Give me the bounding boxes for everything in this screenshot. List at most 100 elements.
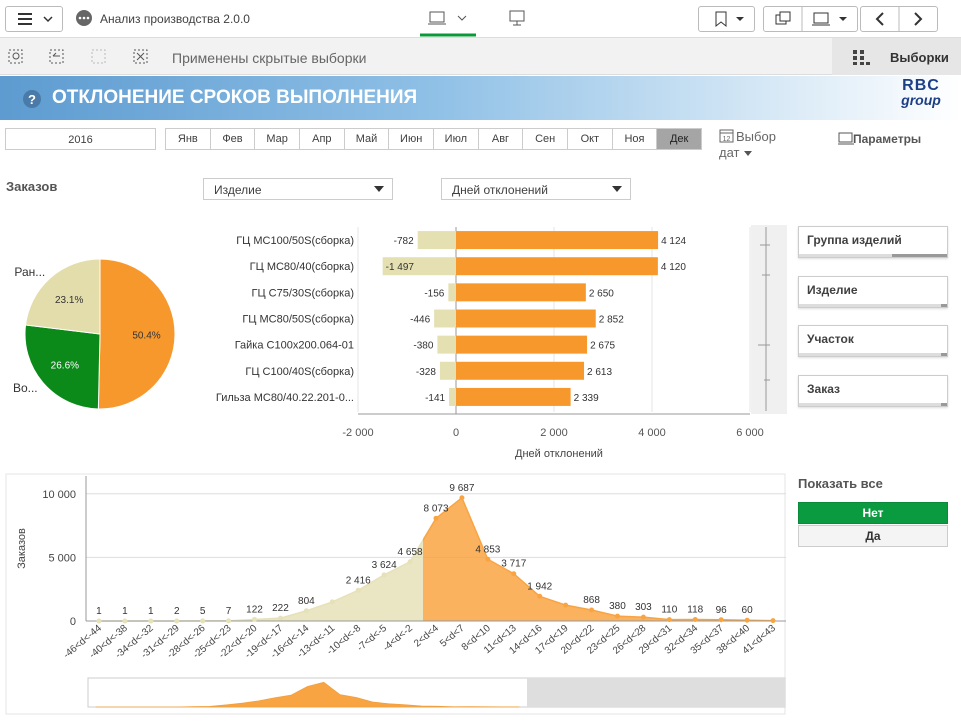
point bbox=[122, 618, 128, 624]
bookmark-icon bbox=[715, 11, 744, 28]
svg-text:12: 12 bbox=[723, 136, 731, 143]
app-title: Анализ производства 2.0.0 bbox=[100, 12, 250, 26]
month-button[interactable]: Май bbox=[343, 128, 390, 150]
chart-frame bbox=[5, 473, 786, 715]
header-title: ОТКЛОНЕНИЕ СРОКОВ ВЫПОЛНЕНИЯ bbox=[52, 87, 418, 108]
filter-scroll-thumb bbox=[941, 402, 947, 406]
point bbox=[485, 556, 491, 562]
bar bbox=[456, 335, 588, 354]
area-fill bbox=[98, 497, 774, 621]
bar-chart: -2 000 0 2 000 4 000 6 000 Дней отклонений ГЦ … bbox=[216, 225, 787, 460]
filter-box[interactable]: Изделие bbox=[798, 275, 948, 308]
show-all-title: Показать все bbox=[798, 476, 883, 491]
value-label: 8 073 bbox=[423, 503, 448, 514]
toggle-button[interactable]: Нет bbox=[798, 502, 948, 524]
x-tick-label: 0 bbox=[453, 427, 459, 439]
month-bar: Янв Фев Мар Апр Май Июн Июл Авг Сен Окт Ноя Дек bbox=[165, 128, 702, 150]
year-box[interactable]: 2016 bbox=[5, 128, 156, 150]
month-button[interactable]: Фев bbox=[209, 128, 256, 150]
value-label: 4 120 bbox=[661, 262, 686, 273]
nav-icons bbox=[875, 7, 923, 31]
parameters-button[interactable]: Параметры bbox=[853, 132, 922, 146]
month-button[interactable]: Окт bbox=[567, 128, 613, 150]
bookmark-button[interactable] bbox=[698, 6, 755, 32]
pie-slice bbox=[24, 258, 101, 335]
month-button[interactable]: Ноя bbox=[611, 128, 658, 150]
point bbox=[303, 608, 309, 614]
filter-box[interactable]: Группа изделий bbox=[798, 226, 948, 258]
value-label: -446 bbox=[410, 315, 430, 326]
bar bbox=[456, 309, 596, 328]
bar bbox=[456, 283, 586, 302]
svg-text:?: ? bbox=[28, 92, 36, 107]
scrollbar bbox=[751, 225, 787, 414]
help-icon[interactable]: ? bbox=[22, 89, 42, 109]
y-tick-label: Гильза МС80/40.22.201-0... bbox=[216, 392, 354, 404]
value-label: 2 339 bbox=[574, 393, 599, 404]
selections-label: Выборки bbox=[890, 50, 949, 65]
value-label: 303 bbox=[635, 602, 652, 613]
bar bbox=[434, 309, 456, 328]
show-all-buttons: Нет Да bbox=[798, 502, 948, 547]
y-tick-label: ГЦ МС80/40(сборка) bbox=[250, 261, 354, 273]
value-label: 3 717 bbox=[501, 559, 526, 570]
value-label: 4 124 bbox=[661, 236, 686, 247]
filter-box[interactable]: Участок bbox=[798, 325, 948, 357]
x-tick-label: 2 000 bbox=[540, 427, 568, 439]
filter-label: Участок bbox=[807, 332, 854, 346]
pie-value-label: 26.6% bbox=[51, 360, 79, 371]
selection-tools[interactable] bbox=[6, 47, 156, 67]
selections-icon bbox=[853, 50, 870, 65]
params-icon bbox=[838, 132, 854, 145]
value-label: 868 bbox=[583, 595, 600, 606]
point bbox=[148, 618, 154, 624]
month-button[interactable]: Дек bbox=[656, 128, 702, 150]
date-picker-label: Выбор дат bbox=[719, 129, 776, 160]
toggle-button[interactable]: Да bbox=[798, 525, 948, 547]
value-label: -782 bbox=[394, 236, 414, 247]
value-label: 380 bbox=[609, 601, 626, 612]
point bbox=[381, 572, 387, 578]
value-label: 2 650 bbox=[589, 288, 614, 299]
bar bbox=[456, 231, 659, 250]
date-picker[interactable]: Выбор дат bbox=[719, 129, 781, 161]
dropdown[interactable]: Изделие bbox=[203, 178, 393, 200]
value-label: 9 687 bbox=[449, 483, 474, 494]
nav-buttons[interactable] bbox=[860, 6, 938, 32]
point bbox=[589, 607, 595, 613]
dropdown[interactable]: Дней отклонений bbox=[441, 178, 631, 200]
value-label: 804 bbox=[298, 596, 315, 607]
value-label: 96 bbox=[716, 605, 728, 616]
point bbox=[200, 618, 206, 624]
pie-chart: 50.4% 26.6% Во... 23.1% Ран... bbox=[13, 258, 176, 410]
selection-bar: Применены скрытые выборки Выборки bbox=[0, 38, 961, 75]
sheet-buttons[interactable] bbox=[763, 6, 858, 32]
value-label: 1 bbox=[122, 606, 128, 617]
orders-label: Заказов bbox=[6, 179, 58, 194]
month-button[interactable]: Апр bbox=[299, 128, 345, 150]
view-tabs[interactable] bbox=[420, 6, 540, 38]
y-tick-label: ГЦ С100/40S(сборка) bbox=[245, 366, 354, 378]
sheet-icons bbox=[775, 7, 847, 31]
month-button[interactable]: Авг bbox=[477, 128, 524, 150]
month-button[interactable]: Июн bbox=[388, 128, 434, 150]
y-tick-label: 10 000 bbox=[42, 489, 76, 501]
filter-label: Группа изделий bbox=[807, 233, 902, 247]
value-label: 5 bbox=[200, 606, 206, 617]
month-button[interactable]: Сен bbox=[522, 128, 568, 150]
logo-sub: group bbox=[901, 92, 941, 108]
month-button[interactable]: Июл bbox=[433, 128, 479, 150]
point bbox=[718, 617, 724, 623]
pie-slice bbox=[24, 324, 101, 410]
y-tick-label: ГЦ С75/30S(сборка) bbox=[252, 287, 355, 299]
menu-button[interactable] bbox=[5, 6, 63, 32]
pie-value-label: 23.1% bbox=[55, 295, 83, 306]
selections-panel[interactable]: Выборки bbox=[832, 38, 961, 75]
y-tick-label: ГЦ МС100/50S(сборка) bbox=[236, 235, 354, 247]
value-label: 2 bbox=[174, 606, 180, 617]
filter-box[interactable]: Заказ bbox=[798, 374, 948, 407]
month-button[interactable]: Янв bbox=[165, 128, 211, 150]
point bbox=[563, 602, 569, 608]
month-button[interactable]: Мар bbox=[254, 128, 300, 150]
selection-message: Применены скрытые выборки bbox=[172, 50, 367, 66]
